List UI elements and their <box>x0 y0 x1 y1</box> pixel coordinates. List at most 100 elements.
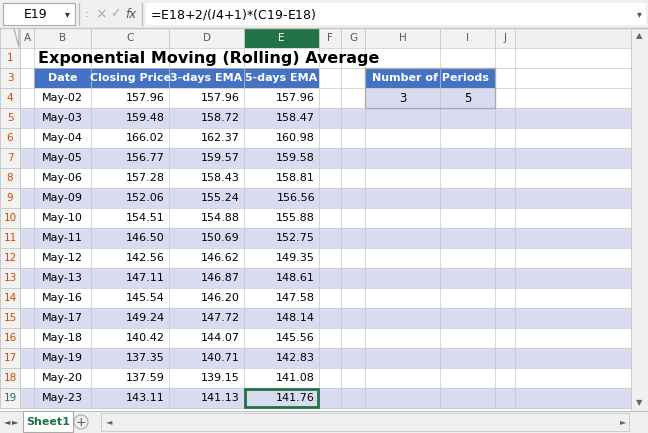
Text: May-09: May-09 <box>42 193 83 203</box>
Bar <box>0 208 20 228</box>
Text: 3: 3 <box>6 73 14 83</box>
Text: 152.75: 152.75 <box>276 233 315 243</box>
Text: J: J <box>503 33 507 43</box>
Text: 158.47: 158.47 <box>276 113 315 123</box>
Text: May-16: May-16 <box>42 293 83 303</box>
Text: 3: 3 <box>399 91 406 104</box>
Text: Exponential Moving (Rolling) Average: Exponential Moving (Rolling) Average <box>38 51 379 65</box>
Text: F: F <box>327 33 333 43</box>
Bar <box>440 88 495 108</box>
Bar <box>0 48 631 411</box>
Text: 16: 16 <box>3 333 17 343</box>
Text: 147.72: 147.72 <box>201 313 240 323</box>
Text: May-18: May-18 <box>42 333 83 343</box>
Bar <box>0 411 648 433</box>
Text: 154.51: 154.51 <box>126 213 165 223</box>
Text: 142.83: 142.83 <box>276 353 315 363</box>
Text: 137.59: 137.59 <box>126 373 165 383</box>
Bar <box>245 389 318 407</box>
Text: 159.58: 159.58 <box>276 153 315 163</box>
Text: fx: fx <box>126 7 137 20</box>
Text: Sheet1: Sheet1 <box>26 417 70 427</box>
Text: 143.11: 143.11 <box>126 393 165 403</box>
Bar <box>20 248 631 268</box>
Text: 158.72: 158.72 <box>201 113 240 123</box>
Bar <box>365 28 440 48</box>
Text: 147.58: 147.58 <box>276 293 315 303</box>
Text: 157.96: 157.96 <box>201 93 240 103</box>
Text: :: : <box>85 9 89 19</box>
Bar <box>20 368 631 388</box>
Text: 148.61: 148.61 <box>276 273 315 283</box>
Text: May-13: May-13 <box>42 273 83 283</box>
Text: 146.20: 146.20 <box>201 293 240 303</box>
Text: 4: 4 <box>6 93 14 103</box>
Bar <box>20 88 631 108</box>
Text: May-19: May-19 <box>42 353 83 363</box>
Text: ►: ► <box>12 417 18 427</box>
Text: 154.88: 154.88 <box>201 213 240 223</box>
Text: I: I <box>466 33 469 43</box>
Text: C: C <box>126 33 133 43</box>
Text: 5-days EMA: 5-days EMA <box>246 73 318 83</box>
Text: 9: 9 <box>6 193 14 203</box>
Text: May-06: May-06 <box>42 173 83 183</box>
Bar <box>631 28 648 411</box>
Text: H: H <box>399 33 406 43</box>
Bar <box>20 288 631 308</box>
Text: 17: 17 <box>3 353 17 363</box>
Bar <box>146 3 646 25</box>
Text: Closing Price: Closing Price <box>89 73 170 83</box>
Text: =E18+2/($I$4+1)*(C19-E18): =E18+2/($I$4+1)*(C19-E18) <box>150 6 317 22</box>
Text: ✓: ✓ <box>110 7 121 20</box>
Text: 157.96: 157.96 <box>276 93 315 103</box>
Text: May-02: May-02 <box>42 93 83 103</box>
Bar <box>20 348 631 368</box>
Bar <box>20 128 631 148</box>
Bar <box>91 28 169 48</box>
Text: 158.43: 158.43 <box>201 173 240 183</box>
Bar <box>0 48 20 68</box>
Text: May-05: May-05 <box>42 153 83 163</box>
Text: 144.07: 144.07 <box>201 333 240 343</box>
Bar <box>169 28 244 48</box>
Text: 159.57: 159.57 <box>201 153 240 163</box>
Text: ▲: ▲ <box>636 32 643 41</box>
Text: 3-days EMA: 3-days EMA <box>170 73 242 83</box>
Text: ►: ► <box>619 417 626 427</box>
Bar <box>34 68 91 88</box>
Text: 146.50: 146.50 <box>126 233 165 243</box>
Bar <box>319 28 341 48</box>
Text: 146.87: 146.87 <box>201 273 240 283</box>
Bar <box>34 28 91 48</box>
Bar <box>20 108 631 128</box>
Text: May-03: May-03 <box>42 113 83 123</box>
Text: 14: 14 <box>3 293 17 303</box>
Text: D: D <box>202 33 211 43</box>
Text: 145.56: 145.56 <box>276 333 315 343</box>
Text: ▾: ▾ <box>637 9 642 19</box>
Bar <box>91 68 169 88</box>
Text: G: G <box>349 33 357 43</box>
Text: 158.81: 158.81 <box>276 173 315 183</box>
Bar <box>101 413 629 431</box>
Bar <box>20 268 631 288</box>
Text: 142.56: 142.56 <box>126 253 165 263</box>
Text: A: A <box>23 33 30 43</box>
Text: 160.98: 160.98 <box>276 133 315 143</box>
Text: 139.15: 139.15 <box>202 373 240 383</box>
Text: 149.24: 149.24 <box>126 313 165 323</box>
Text: 19: 19 <box>3 393 17 403</box>
Bar <box>20 328 631 348</box>
Bar <box>0 88 20 108</box>
Bar <box>169 68 244 88</box>
Text: 10: 10 <box>3 213 17 223</box>
Text: ◄: ◄ <box>106 417 112 427</box>
Bar <box>341 28 365 48</box>
Bar <box>0 328 20 348</box>
Text: 148.14: 148.14 <box>276 313 315 323</box>
Bar <box>244 28 319 48</box>
Text: 137.35: 137.35 <box>126 353 165 363</box>
Bar <box>0 368 20 388</box>
Bar <box>20 28 34 48</box>
